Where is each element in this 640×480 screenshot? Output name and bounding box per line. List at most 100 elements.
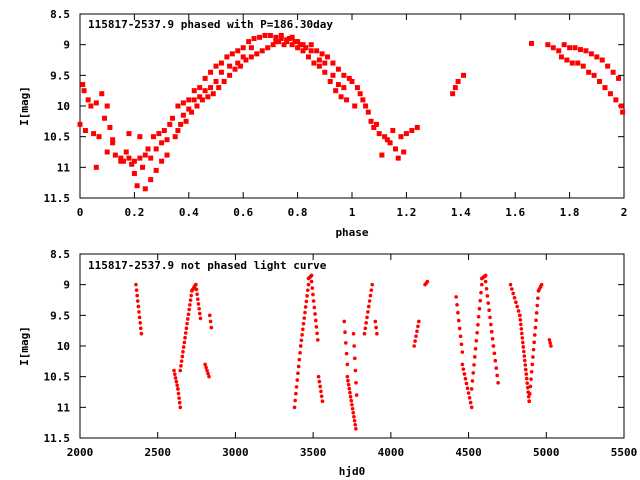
phased-data-point [450, 91, 456, 97]
phased-data-point [297, 42, 303, 48]
phased-data-point [227, 63, 233, 69]
phased-y-tick-label: 10 [57, 100, 70, 113]
phased-data-point [93, 100, 99, 106]
unphased-data-point [176, 387, 180, 391]
phased-data-point [602, 85, 608, 91]
unphased-data-point [182, 340, 187, 345]
phased-data-point [210, 91, 216, 97]
unphased-data-point [195, 292, 199, 297]
unphased-data-point [521, 349, 526, 354]
unphased-y-tick-label: 9 [63, 279, 70, 292]
phased-data-point [142, 152, 148, 158]
unphased-data-point [531, 347, 536, 352]
unphased-data-point [178, 405, 183, 410]
unphased-data-point [353, 368, 358, 373]
phased-data-point [330, 60, 336, 66]
phased-data-point [112, 152, 118, 158]
phased-data-point [390, 128, 396, 134]
unphased-data-point [352, 418, 357, 423]
phased-data-point [550, 45, 556, 51]
phased-data-point [186, 106, 192, 112]
phased-data-point [276, 39, 282, 45]
phased-data-point [322, 60, 328, 66]
unphased-data-point [470, 379, 475, 383]
phased-data-point [401, 149, 407, 155]
phased-data-point [610, 69, 616, 75]
unphased-data-point [303, 310, 307, 315]
phased-data-point [224, 54, 230, 60]
phased-data-point [360, 97, 366, 103]
phased-data-point [118, 158, 124, 164]
unphased-data-point [194, 287, 199, 292]
phased-data-point [202, 75, 208, 81]
unphased-data-point [512, 296, 517, 300]
unphased-data-point [354, 427, 358, 431]
phased-data-point [246, 39, 252, 45]
unphased-data-point [319, 394, 324, 399]
phased-y-tick-label: 9.5 [50, 69, 70, 82]
phased-data-point [180, 100, 186, 106]
phased-data-point [235, 48, 241, 54]
unphased-data-point [364, 321, 368, 325]
unphased-chart-title: 115817-2537.9 not phased light curve [88, 259, 327, 272]
unphased-data-point [489, 322, 493, 327]
phased-data-point [295, 39, 301, 45]
phased-data-point [341, 85, 347, 91]
phased-data-point [129, 161, 135, 167]
phased-x-tick-label: 1.8 [560, 206, 580, 219]
phased-data-point [237, 63, 243, 69]
phased-data-point [85, 97, 91, 103]
phased-data-point [232, 66, 238, 72]
phased-data-point [281, 42, 287, 48]
phased-data-point [349, 78, 355, 84]
phased-data-point [221, 78, 227, 84]
phased-data-point [529, 40, 535, 46]
unphased-data-point [523, 367, 528, 372]
phased-data-point [208, 69, 214, 75]
unphased-data-point [374, 325, 378, 330]
phased-data-point [197, 85, 203, 91]
phased-x-tick-label: 1.2 [396, 206, 416, 219]
unphased-data-point [187, 307, 191, 312]
unphased-data-point [369, 288, 374, 292]
unphased-data-point [296, 371, 300, 376]
unphased-data-point [529, 377, 533, 381]
unphased-data-point [459, 342, 464, 347]
phased-data-point [316, 57, 322, 63]
unphased-data-point [173, 376, 178, 380]
unphased-data-point [296, 364, 301, 369]
unphased-data-point [467, 395, 472, 400]
unphased-data-point [343, 330, 347, 335]
unphased-data-point [175, 383, 179, 388]
unphased-data-point [301, 321, 306, 326]
phased-data-point [354, 85, 360, 91]
unphased-data-point [306, 282, 311, 287]
unphased-data-point [350, 402, 354, 407]
unphased-data-point [496, 381, 500, 385]
unphased-data-point [189, 293, 194, 298]
unphased-data-point [203, 362, 207, 367]
unphased-data-point [547, 338, 552, 342]
phased-data-point [159, 158, 165, 164]
unphased-data-point [351, 331, 356, 336]
phased-data-point [199, 97, 205, 103]
phased-data-point [414, 124, 420, 130]
phased-data-point [169, 115, 175, 121]
unphased-data-point [298, 351, 302, 355]
unphased-data-point [469, 405, 474, 410]
unphased-data-point [412, 344, 416, 348]
phased-data-point [591, 72, 597, 78]
unphased-data-point [466, 391, 471, 395]
unphased-data-point [494, 366, 499, 370]
unphased-data-point [514, 300, 518, 304]
unphased-data-point [483, 279, 488, 284]
unphased-data-point [135, 299, 140, 303]
phased-data-point [289, 34, 295, 40]
unphased-data-point [139, 331, 144, 336]
unphased-data-point [346, 382, 351, 387]
unphased-data-point [457, 326, 462, 331]
phased-data-point [77, 121, 83, 127]
unphased-data-point [207, 313, 212, 318]
unphased-data-point [414, 334, 418, 338]
